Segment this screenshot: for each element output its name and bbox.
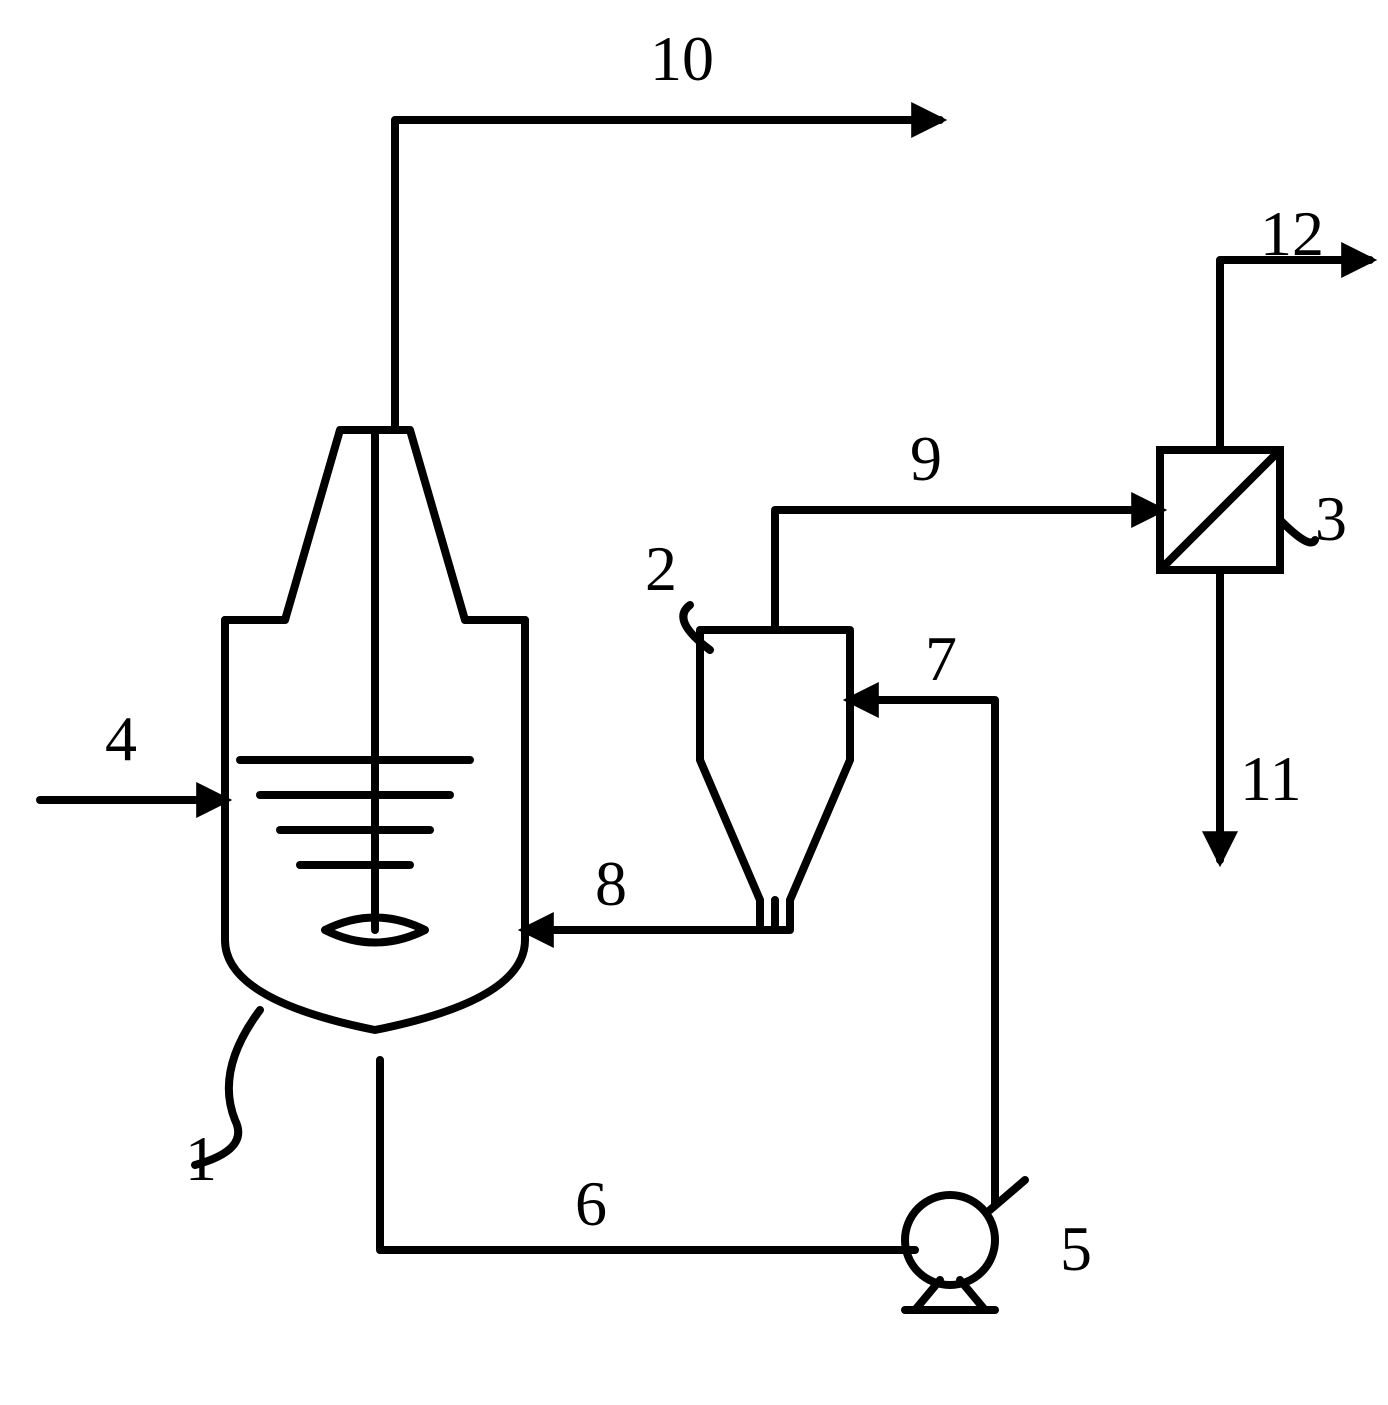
unit-diagonal <box>1160 450 1280 570</box>
line-6 <box>380 1060 915 1250</box>
label-12: 12 <box>1260 198 1324 269</box>
label-9: 9 <box>910 423 942 494</box>
line-7 <box>850 700 995 1205</box>
label-1: 1 <box>185 1123 217 1194</box>
label-5: 5 <box>1060 1213 1092 1284</box>
label-7: 7 <box>925 623 957 694</box>
line-9 <box>775 510 1160 630</box>
label-10: 10 <box>650 23 714 94</box>
pump-circle <box>905 1195 995 1285</box>
leadline-3 <box>1280 520 1315 543</box>
label-2: 2 <box>645 533 677 604</box>
label-8: 8 <box>595 848 627 919</box>
line-8 <box>525 900 775 930</box>
line-12 <box>1220 260 1370 450</box>
label-11: 11 <box>1240 743 1302 814</box>
label-3: 3 <box>1315 483 1347 554</box>
separator <box>700 630 850 930</box>
label-6: 6 <box>575 1168 607 1239</box>
label-4: 4 <box>105 703 137 774</box>
line-10 <box>395 120 940 430</box>
